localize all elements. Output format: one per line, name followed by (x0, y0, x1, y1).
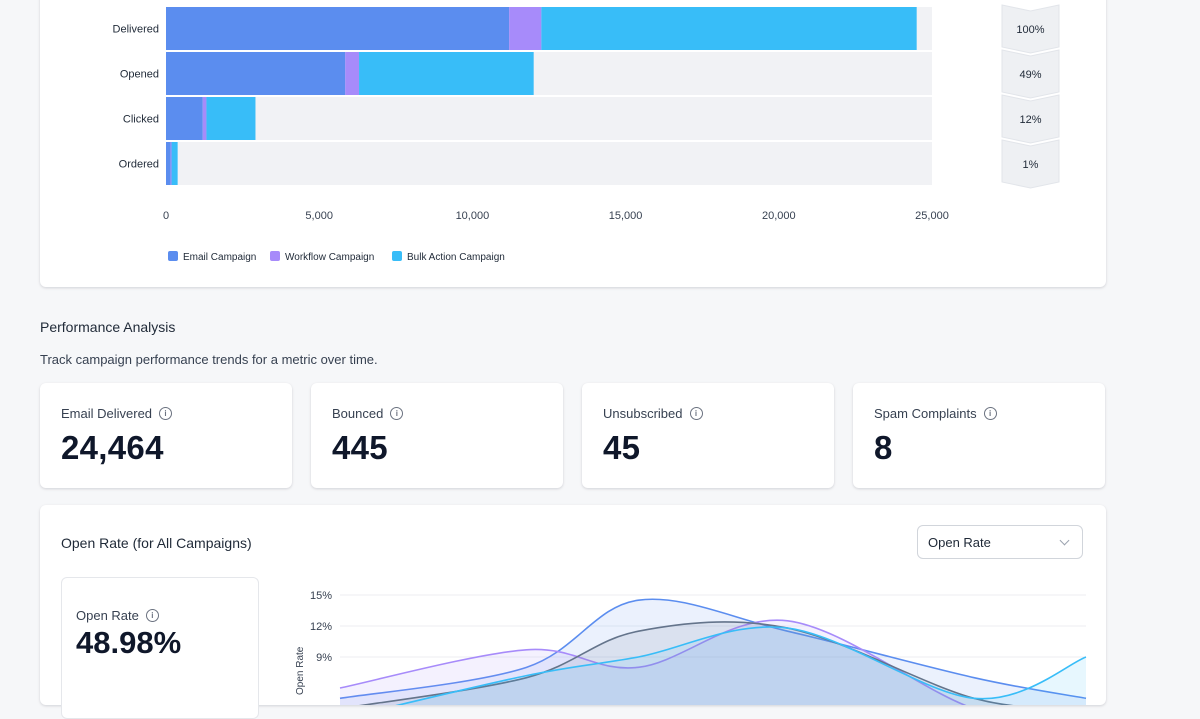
x-tick-label: 5,000 (305, 210, 333, 222)
info-icon[interactable]: i (983, 407, 997, 420)
bar-segment (345, 52, 360, 95)
open-rate-summary-label: Open Rate i (76, 608, 159, 623)
bar-segment (206, 97, 256, 140)
open-rate-summary-value: 48.98% (76, 625, 182, 660)
section-title: Performance Analysis (40, 319, 176, 335)
bar-track (166, 97, 932, 140)
series-line (339, 619, 967, 705)
conversion-badge (1001, 139, 1060, 189)
category-label: Opened (120, 69, 159, 81)
funnel-chart-card: Delivered 100% Opened 49% Clicked 12% Ordered 1… (40, 0, 1106, 287)
legend-swatch (168, 251, 178, 261)
stat-label-text: Unsubscribed (603, 406, 683, 421)
info-icon[interactable]: i (390, 407, 404, 420)
open-rate-card: Open Rate (for All Campaigns) Open Rate … (40, 505, 1106, 719)
stat-label: Email Delivered i (61, 406, 173, 421)
x-tick-label: 20,000 (762, 210, 796, 222)
stat-value: 24,464 (61, 429, 164, 466)
stat-label-text: Spam Complaints (874, 406, 977, 421)
bar-segment (166, 97, 203, 140)
x-tick-label: 25,000 (915, 210, 949, 222)
funnel-chart: Delivered 100% Opened 49% Clicked 12% Ordered 1… (113, 4, 1060, 263)
section-subtitle: Track campaign performance trends for a … (40, 352, 378, 367)
legend-swatch (392, 251, 402, 261)
open-rate-summary-label-text: Open Rate (76, 608, 139, 623)
conversion-label: 12% (1019, 114, 1041, 126)
open-rate-chart: 15% 12% 9% Open Rate (295, 590, 1087, 705)
bar-segment (170, 142, 172, 185)
stat-value: 8 (874, 429, 893, 466)
metric-select-value: Open Rate (928, 534, 991, 550)
stat-card-unsubscribed: Unsubscribed i 45 (582, 383, 834, 488)
bar-segment (166, 7, 510, 50)
bar-track (166, 142, 932, 185)
bar-segment (509, 7, 542, 50)
stat-label: Bounced i (332, 406, 404, 421)
bar-segment (166, 142, 171, 185)
legend-label: Workflow Campaign (285, 252, 374, 263)
stat-card-email-delivered: Email Delivered i 24,464 (40, 383, 292, 488)
info-icon[interactable]: i (689, 407, 703, 420)
category-label: Clicked (123, 114, 159, 126)
conversion-label: 1% (1023, 159, 1039, 171)
stat-label-text: Bounced (332, 406, 384, 421)
bar-segment (202, 97, 207, 140)
stat-value: 45 (603, 429, 641, 466)
y-tick-label: 9% (316, 652, 332, 664)
y-tick-label: 12% (310, 621, 332, 633)
conversion-label: 100% (1016, 24, 1044, 36)
category-label: Delivered (113, 24, 159, 36)
legend-swatch (270, 251, 280, 261)
legend-label: Bulk Action Campaign (407, 252, 505, 263)
stat-card-bounced: Bounced i 445 (311, 383, 563, 488)
metric-select[interactable]: Open Rate (917, 525, 1083, 559)
y-axis-label: Open Rate (295, 646, 306, 695)
category-label: Ordered (119, 159, 159, 171)
info-icon[interactable]: i (145, 609, 159, 622)
stat-label: Unsubscribed i (603, 406, 703, 421)
conversion-badge (1001, 49, 1060, 99)
x-tick-label: 15,000 (609, 210, 643, 222)
bar-segment (171, 142, 178, 185)
stat-card-spam-complaints: Spam Complaints i 8 (853, 383, 1105, 488)
conversion-badge (1001, 94, 1060, 144)
y-tick-label: 15% (310, 590, 332, 602)
stat-label: Spam Complaints i (874, 406, 997, 421)
open-rate-title: Open Rate (for All Campaigns) (61, 535, 252, 551)
info-icon[interactable]: i (159, 407, 173, 420)
bar-segment (541, 7, 917, 50)
x-tick-label: 0 (163, 210, 169, 222)
conversion-label: 49% (1019, 69, 1041, 81)
conversion-badge (1001, 4, 1060, 54)
x-tick-label: 10,000 (456, 210, 490, 222)
stat-label-text: Email Delivered (61, 406, 153, 421)
bar-segment (359, 52, 534, 95)
legend-label: Email Campaign (183, 252, 256, 263)
bar-segment (166, 52, 346, 95)
stat-value: 445 (332, 429, 388, 466)
